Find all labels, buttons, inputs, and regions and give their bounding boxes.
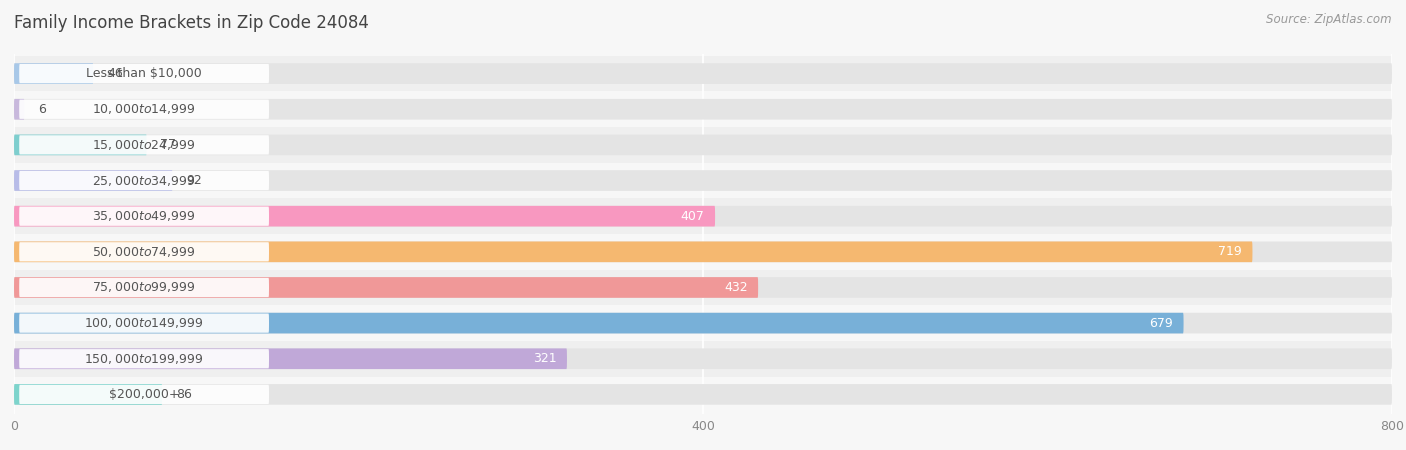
- Text: $150,000 to $199,999: $150,000 to $199,999: [84, 352, 204, 366]
- FancyBboxPatch shape: [14, 63, 93, 84]
- FancyBboxPatch shape: [14, 63, 1392, 84]
- Text: 46: 46: [107, 67, 122, 80]
- Bar: [14, 127, 1392, 163]
- Bar: [14, 234, 1392, 270]
- Text: $15,000 to $24,999: $15,000 to $24,999: [93, 138, 195, 152]
- FancyBboxPatch shape: [14, 242, 1253, 262]
- Bar: [14, 56, 1392, 91]
- FancyBboxPatch shape: [14, 348, 1392, 369]
- Text: $25,000 to $34,999: $25,000 to $34,999: [93, 174, 195, 188]
- FancyBboxPatch shape: [14, 206, 716, 226]
- FancyBboxPatch shape: [14, 313, 1392, 333]
- FancyBboxPatch shape: [14, 170, 173, 191]
- FancyBboxPatch shape: [14, 384, 162, 405]
- Text: 321: 321: [533, 352, 557, 365]
- FancyBboxPatch shape: [14, 206, 1392, 226]
- Text: $35,000 to $49,999: $35,000 to $49,999: [93, 209, 195, 223]
- Text: $100,000 to $149,999: $100,000 to $149,999: [84, 316, 204, 330]
- FancyBboxPatch shape: [14, 135, 1392, 155]
- FancyBboxPatch shape: [20, 99, 269, 119]
- FancyBboxPatch shape: [20, 135, 269, 154]
- FancyBboxPatch shape: [14, 99, 1392, 120]
- FancyBboxPatch shape: [20, 207, 269, 226]
- FancyBboxPatch shape: [14, 277, 1392, 298]
- Bar: [14, 91, 1392, 127]
- FancyBboxPatch shape: [20, 64, 269, 83]
- FancyBboxPatch shape: [14, 170, 1392, 191]
- Text: Less than $10,000: Less than $10,000: [86, 67, 202, 80]
- FancyBboxPatch shape: [14, 242, 1392, 262]
- FancyBboxPatch shape: [14, 348, 567, 369]
- Bar: [14, 163, 1392, 198]
- Text: 6: 6: [38, 103, 46, 116]
- FancyBboxPatch shape: [14, 384, 1392, 405]
- Text: 719: 719: [1219, 245, 1241, 258]
- Text: 679: 679: [1150, 317, 1173, 329]
- FancyBboxPatch shape: [14, 313, 1184, 333]
- FancyBboxPatch shape: [14, 135, 146, 155]
- FancyBboxPatch shape: [14, 99, 24, 120]
- FancyBboxPatch shape: [14, 277, 758, 298]
- Bar: [14, 305, 1392, 341]
- Text: 86: 86: [176, 388, 191, 401]
- FancyBboxPatch shape: [20, 242, 269, 261]
- Text: 77: 77: [160, 139, 177, 151]
- FancyBboxPatch shape: [20, 314, 269, 333]
- FancyBboxPatch shape: [20, 278, 269, 297]
- Bar: [14, 198, 1392, 234]
- Text: 92: 92: [186, 174, 202, 187]
- Text: 432: 432: [724, 281, 748, 294]
- Text: Family Income Brackets in Zip Code 24084: Family Income Brackets in Zip Code 24084: [14, 14, 368, 32]
- Text: $75,000 to $99,999: $75,000 to $99,999: [93, 280, 195, 294]
- FancyBboxPatch shape: [20, 385, 269, 404]
- Text: $50,000 to $74,999: $50,000 to $74,999: [93, 245, 195, 259]
- FancyBboxPatch shape: [20, 171, 269, 190]
- Text: 407: 407: [681, 210, 704, 223]
- Bar: [14, 270, 1392, 305]
- Text: Source: ZipAtlas.com: Source: ZipAtlas.com: [1267, 14, 1392, 27]
- Text: $200,000+: $200,000+: [108, 388, 180, 401]
- Bar: [14, 341, 1392, 377]
- Text: $10,000 to $14,999: $10,000 to $14,999: [93, 102, 195, 116]
- FancyBboxPatch shape: [20, 349, 269, 369]
- Bar: [14, 377, 1392, 412]
